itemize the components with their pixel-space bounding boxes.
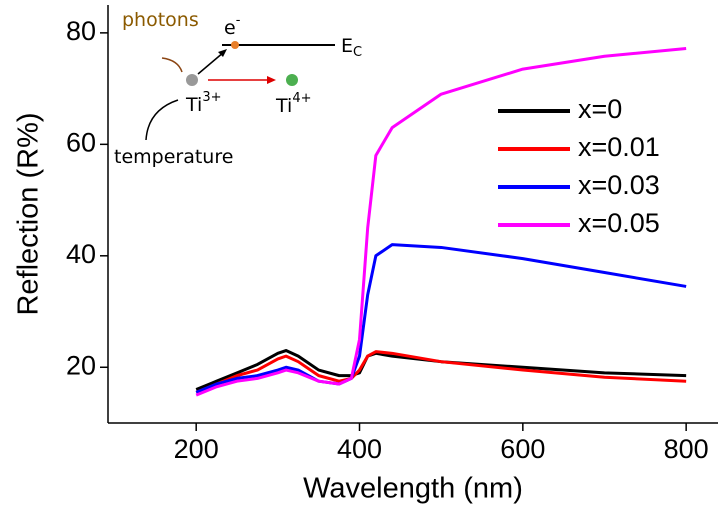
legend-label: x=0.03 (578, 170, 660, 200)
x-axis-title: Wavelength (nm) (303, 473, 523, 505)
data-line (195, 46, 687, 397)
arrow-head (218, 49, 227, 57)
inset-diagram (145, 41, 335, 141)
annotation: EC (341, 35, 362, 60)
annotation-text: Ti (185, 94, 202, 116)
x-tick-label: 600 (500, 434, 545, 464)
annotation-sup: - (236, 13, 241, 28)
x-tick-label: 200 (174, 434, 219, 464)
arrow-head (267, 76, 276, 84)
legend-label: x=0 (578, 94, 622, 124)
annotation-text: temperature (114, 146, 233, 168)
photon-arrow (161, 57, 183, 73)
annotation: e- (224, 13, 241, 39)
annotation-sub: C (353, 45, 362, 60)
annotation-sup: 4+ (292, 91, 311, 106)
y-tick-label: 40 (66, 239, 96, 269)
y-tick-label: 60 (66, 127, 96, 157)
x-tick-label: 400 (337, 434, 382, 464)
annotation: Ti3+ (185, 90, 221, 116)
annotation: Ti4+ (275, 91, 311, 117)
annotation-text: photons (122, 9, 199, 31)
legend-label: x=0.01 (578, 132, 660, 162)
annotation: photons (122, 9, 199, 31)
y-axis-title: Reflection (R%) (13, 112, 45, 315)
annotation-sup: 3+ (202, 90, 221, 105)
annotation: temperature (114, 146, 233, 168)
annotation-text: e (224, 17, 236, 39)
legend-label: x=0.05 (578, 208, 660, 238)
arrow (197, 51, 225, 75)
data-line (195, 243, 687, 394)
data-line (195, 349, 687, 391)
x-tick-label: 800 (664, 434, 709, 464)
y-tick-label: 20 (66, 350, 96, 380)
annotation-text: Ti (275, 95, 292, 117)
y-tick-label: 80 (66, 16, 96, 46)
annotation-text: E (341, 35, 353, 57)
ti3-dot (186, 74, 198, 86)
electron (231, 41, 239, 49)
ti4-dot (286, 74, 298, 86)
temperature-arrow (145, 99, 179, 141)
